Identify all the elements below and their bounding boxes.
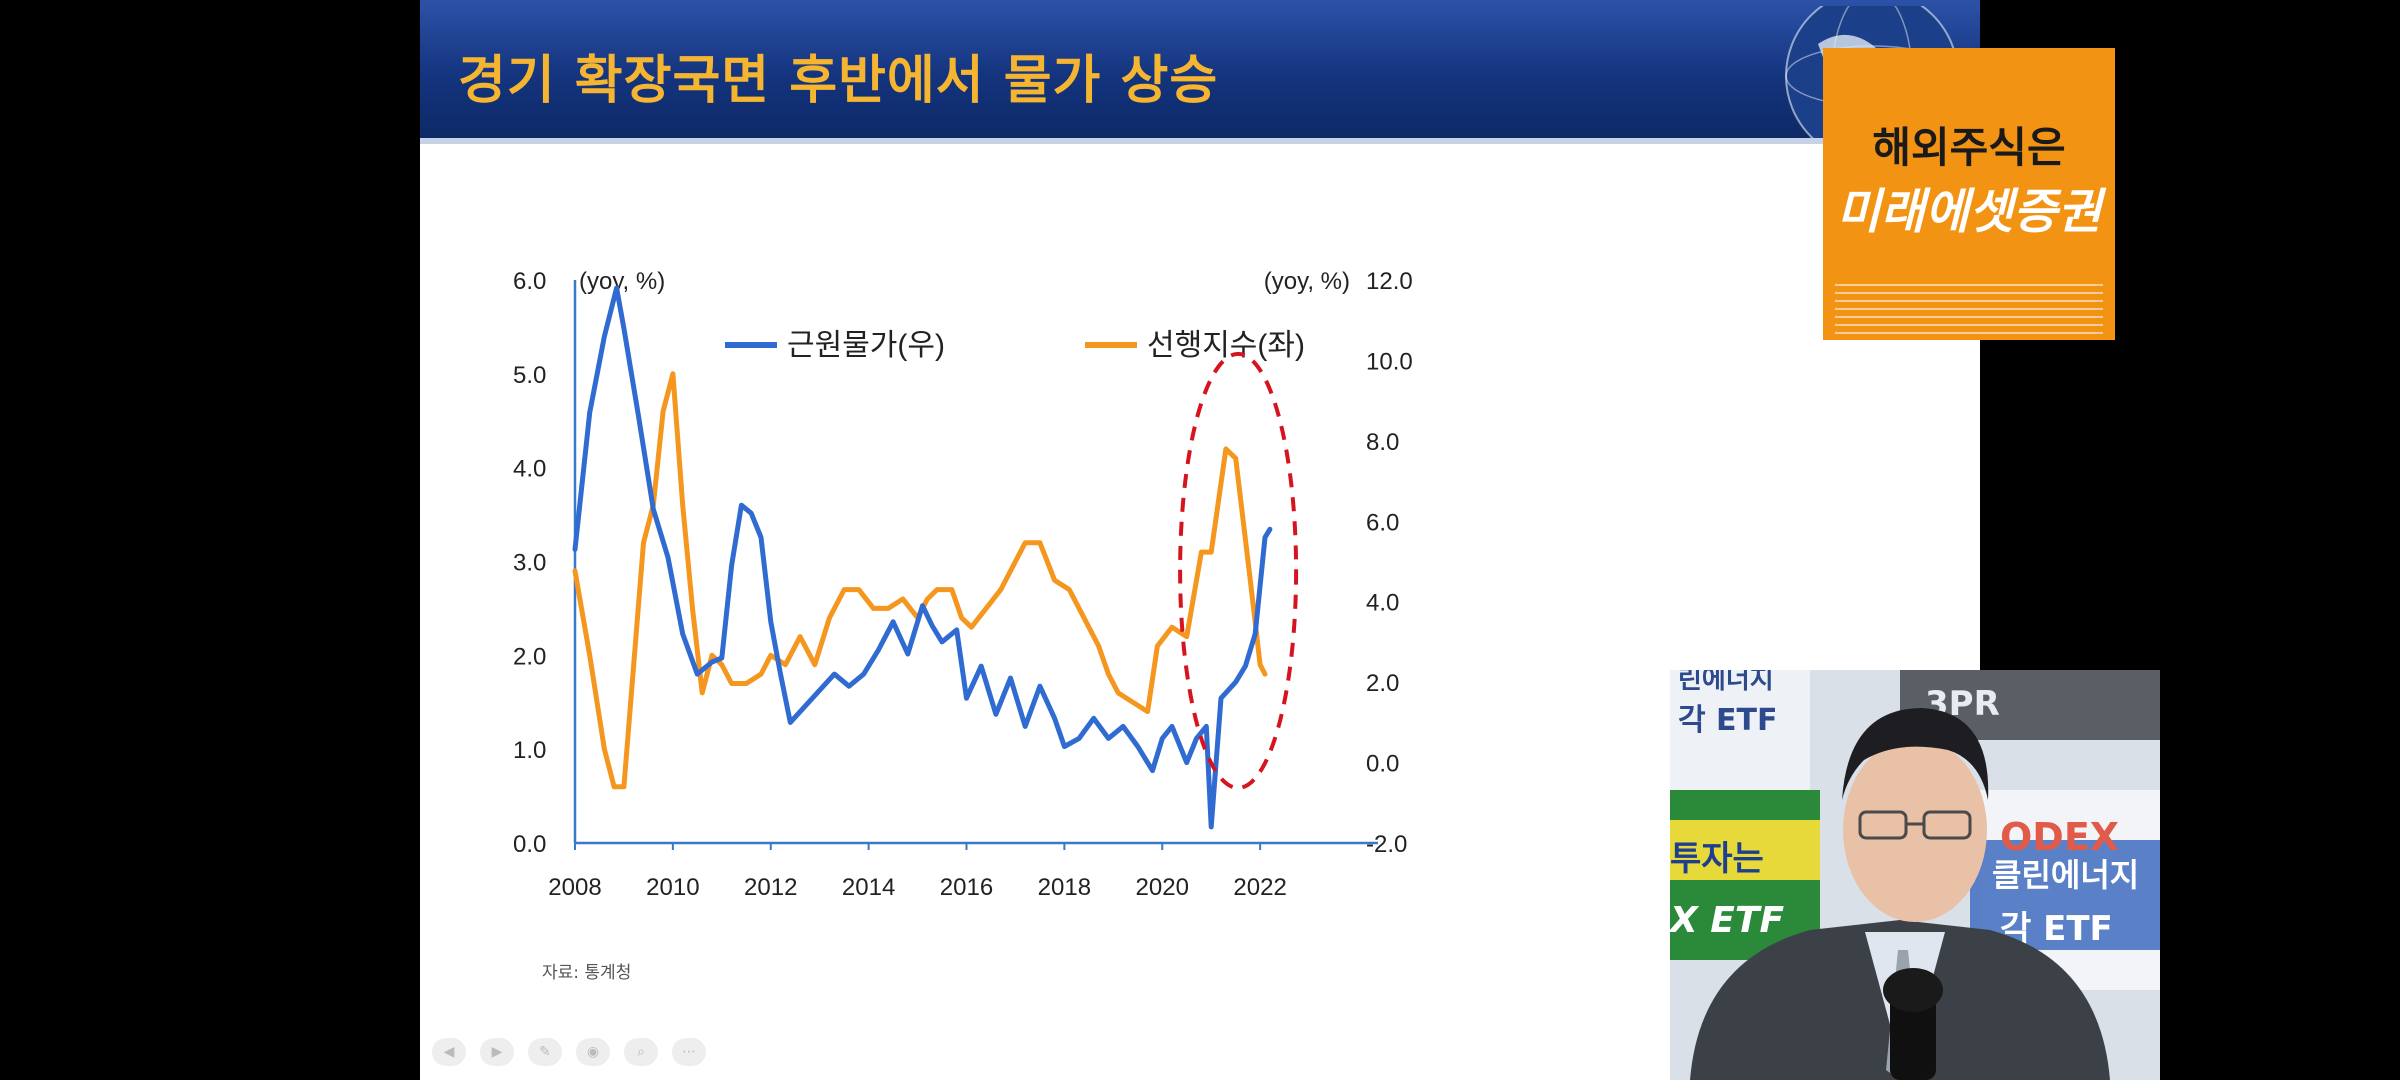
webcam-video: 린에너지 각 ETF 3PR 투자는 X ETF ODEX 클린에너지 각 ET… bbox=[1670, 670, 2160, 1080]
back-icon[interactable]: ◀ bbox=[432, 1038, 466, 1066]
series-line-leading-index bbox=[572, 371, 1268, 790]
left-tick-label: 2.0 bbox=[513, 643, 546, 670]
pen-icon[interactable]: ✎ bbox=[528, 1038, 562, 1066]
legend-label: 선행지수(좌) bbox=[1147, 329, 1305, 362]
advertisement-banner[interactable]: 해외주식은 미래에셋증권 bbox=[1823, 48, 2115, 340]
x-tick-label: 2008 bbox=[548, 874, 601, 901]
right-tick-label: 8.0 bbox=[1366, 429, 1399, 456]
x-tick-label: 2012 bbox=[744, 874, 797, 901]
left-tick-label: 4.0 bbox=[513, 456, 546, 483]
ad-line-2: 미래에셋증권 bbox=[1836, 184, 2102, 240]
highlight-ellipse bbox=[1178, 351, 1299, 790]
x-tick-label: 2016 bbox=[940, 874, 993, 901]
search-icon[interactable]: ⌕ bbox=[624, 1038, 658, 1066]
source-note: 자료: 통계청 bbox=[542, 963, 632, 983]
x-tick-label: 2020 bbox=[1136, 874, 1189, 901]
right-tick-label: 2.0 bbox=[1366, 670, 1399, 697]
backdrop-text: 투자는 bbox=[1670, 839, 1764, 879]
forward-icon[interactable]: ▶ bbox=[480, 1038, 514, 1066]
x-tick-label: 2022 bbox=[1233, 874, 1286, 901]
x-tick-label: 2018 bbox=[1038, 874, 1091, 901]
backdrop-text: X ETF bbox=[1670, 900, 1784, 941]
slide-title: 경기 확장국면 후반에서 물가 상승 bbox=[458, 51, 1219, 111]
legend-label: 근원물가(우) bbox=[787, 329, 945, 362]
ad-line-1: 해외주식은 bbox=[1872, 123, 2066, 172]
backdrop-text: ODEX bbox=[2000, 815, 2119, 859]
presentation-slide: 경기 확장국면 후반에서 물가 상승 0.0 1.0 2.0 3.0 4.0 5.0 6.0… bbox=[420, 0, 1980, 1080]
backdrop-text: 린에너지 bbox=[1678, 670, 1774, 695]
presenter-face bbox=[1843, 738, 1987, 922]
left-tick-label: 6.0 bbox=[513, 268, 546, 295]
x-tick-label: 2014 bbox=[842, 874, 895, 901]
right-axis-unit: (yoy, %) bbox=[1264, 268, 1350, 295]
x-tick-label: 2010 bbox=[646, 874, 699, 901]
backdrop-text: 각 ETF bbox=[1678, 703, 1778, 738]
right-tick-label: -2.0 bbox=[1366, 831, 1407, 858]
right-tick-label: 6.0 bbox=[1366, 509, 1399, 536]
slide-toolbar: ◀ ▶ ✎ ◉ ⌕ ⋯ bbox=[432, 1038, 706, 1066]
left-tick-label: 3.0 bbox=[513, 550, 546, 577]
right-tick-label: 10.0 bbox=[1366, 348, 1413, 375]
right-tick-label: 0.0 bbox=[1366, 751, 1399, 778]
left-tick-label: 0.0 bbox=[513, 831, 546, 858]
zoom-icon[interactable]: ◉ bbox=[576, 1038, 610, 1066]
right-tick-label: 4.0 bbox=[1366, 590, 1399, 617]
left-tick-label: 5.0 bbox=[513, 362, 546, 389]
more-icon[interactable]: ⋯ bbox=[672, 1038, 706, 1066]
line-chart: 0.0 1.0 2.0 3.0 4.0 5.0 6.0 -2.0 0.0 2.0 4.0 6.0 8.0… bbox=[513, 268, 1413, 901]
series-line-core-cpi bbox=[572, 285, 1273, 830]
left-axis-unit: (yoy, %) bbox=[579, 268, 665, 295]
left-tick-label: 1.0 bbox=[513, 737, 546, 764]
ad-fine-print bbox=[1835, 284, 2103, 334]
banner-divider bbox=[420, 138, 1980, 144]
title-banner bbox=[420, 0, 1980, 138]
right-tick-label: 12.0 bbox=[1366, 268, 1413, 295]
backdrop-text: 클린에너지 bbox=[1992, 856, 2139, 894]
